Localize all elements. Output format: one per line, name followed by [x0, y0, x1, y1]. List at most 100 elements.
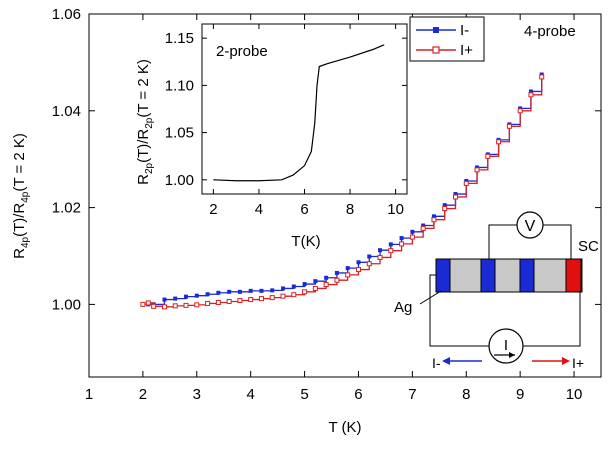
main-y-axis-label: R4p(T)/R4p(T = 2 K)	[11, 133, 31, 259]
legend-label-i-plus: I+	[460, 42, 473, 59]
main-data-point-i-minus	[248, 288, 253, 293]
main-x-tick-label: 4	[247, 386, 255, 403]
main-data-point-i-plus	[506, 123, 512, 129]
contact-voltage-2	[519, 258, 535, 293]
main-data-point-i-plus	[409, 234, 415, 240]
main-data-point-i-plus	[496, 139, 502, 145]
main-data-point-i-minus	[334, 270, 339, 275]
ag-label: Ag	[394, 299, 412, 316]
main-data-point-i-plus	[377, 254, 383, 260]
main-data-point-i-minus	[313, 279, 318, 284]
legend-marker-i-minus	[433, 27, 439, 33]
main-y-tick-label: 1.04	[52, 103, 81, 120]
inset-y-axis-label: R2p(T)/R2p(T = 2 K)	[135, 59, 155, 185]
main-data-point-i-minus	[367, 254, 372, 259]
main-data-point-i-plus	[258, 296, 264, 302]
main-data-point-i-minus	[528, 89, 533, 94]
inset-y-tick-label: 1.00	[165, 172, 194, 189]
inset-series-group	[213, 44, 385, 182]
main-data-point-i-plus	[248, 297, 254, 303]
inset-x-tick-label: 8	[346, 201, 354, 218]
main-data-point-i-minus	[345, 266, 350, 271]
main-data-point-i-minus	[431, 214, 436, 219]
main-data-point-i-minus	[270, 288, 275, 293]
sc-label: SC	[578, 238, 599, 255]
main-data-point-i-minus	[324, 275, 329, 280]
main-data-point-i-plus	[145, 300, 151, 306]
main-data-point-i-plus	[399, 241, 405, 247]
main-series-group	[140, 72, 545, 310]
current-source-arrowhead	[509, 352, 515, 358]
contact-voltage-1	[480, 258, 496, 293]
inset-y-tick-label: 1.05	[165, 125, 194, 142]
main-data-point-i-minus	[162, 297, 167, 302]
main-data-point-i-minus	[442, 203, 447, 208]
main-data-point-i-minus	[173, 296, 178, 301]
main-data-point-i-plus	[485, 153, 491, 159]
measurement-schematic: V SC Ag I I- I+	[394, 211, 599, 371]
main-data-point-i-plus	[420, 225, 426, 231]
main-x-axis-label: T (K)	[328, 419, 361, 436]
main-data-point-i-plus	[312, 285, 318, 291]
main-data-point-i-plus	[172, 303, 178, 309]
main-data-point-i-plus	[517, 108, 523, 114]
main-data-point-i-minus	[281, 286, 286, 291]
main-data-point-i-minus	[184, 294, 189, 299]
main-y-tick-label: 1.02	[52, 200, 81, 217]
main-data-point-i-plus	[388, 248, 394, 254]
main-data-point-i-plus	[474, 167, 480, 173]
main-data-point-i-plus	[302, 289, 308, 295]
voltmeter-symbol: V	[525, 218, 536, 235]
main-data-point-i-plus	[452, 194, 458, 200]
main-x-tick-label: 1	[85, 386, 93, 403]
main-x-tick-label: 3	[193, 386, 201, 403]
main-x-tick-label: 7	[408, 386, 416, 403]
main-data-point-i-plus	[431, 217, 437, 223]
contact-current-left	[435, 258, 451, 293]
main-data-point-i-plus	[345, 272, 351, 278]
i-plus-label: I+	[572, 355, 584, 371]
inset-y-tick-label: 1.10	[165, 77, 194, 94]
voltmeter-circle	[516, 211, 544, 239]
inset-x-tick-label: 4	[255, 201, 263, 218]
inset-x-tick-label: 10	[387, 201, 404, 218]
main-x-tick-label: 10	[566, 386, 583, 403]
main-data-point-i-minus	[388, 242, 393, 247]
main-data-point-i-plus	[463, 180, 469, 186]
sample-bar	[435, 258, 583, 293]
main-data-point-i-minus	[205, 292, 210, 297]
main-axis-ticks: 1 2 3 4 5 6 7 8 9 10 1.00 1.02 1.04 1.06	[52, 6, 601, 403]
main-data-point-i-minus	[237, 289, 242, 294]
main-data-point-i-minus	[399, 236, 404, 241]
main-data-point-i-plus	[355, 267, 361, 273]
four-probe-label: 4-probe	[524, 23, 576, 40]
main-data-point-i-plus	[226, 298, 232, 304]
i-plus-arrowhead	[562, 357, 570, 365]
main-data-point-i-minus	[302, 282, 307, 287]
current-source-symbol: I	[504, 337, 508, 354]
main-data-point-i-minus	[453, 192, 458, 197]
main-data-point-i-plus	[140, 301, 146, 307]
main-x-tick-label: 8	[462, 386, 470, 403]
main-data-point-i-minus	[216, 290, 221, 295]
main-data-point-i-minus	[356, 260, 361, 265]
inset-axis-ticks: 2 4 6 8 10 1.00 1.05 1.10 1.15	[165, 24, 407, 218]
legend-label-i-minus: I-	[460, 22, 469, 39]
main-data-point-i-plus	[151, 303, 157, 309]
main-data-point-i-plus	[161, 304, 167, 310]
main-x-tick-label: 6	[354, 386, 362, 403]
main-data-point-i-plus	[237, 298, 243, 304]
main-data-point-i-plus	[194, 302, 200, 308]
i-minus-label: I-	[432, 355, 441, 371]
legend-box	[409, 16, 485, 62]
main-data-point-i-plus	[366, 261, 372, 267]
main-data-point-i-plus	[334, 277, 340, 283]
inset-x-tick-label: 2	[209, 201, 217, 218]
main-x-tick-label: 2	[139, 386, 147, 403]
main-data-point-i-plus	[539, 74, 545, 80]
i-minus-arrowhead	[442, 357, 450, 365]
main-data-point-i-plus	[183, 302, 189, 308]
inset-x-tick-label: 6	[300, 201, 308, 218]
